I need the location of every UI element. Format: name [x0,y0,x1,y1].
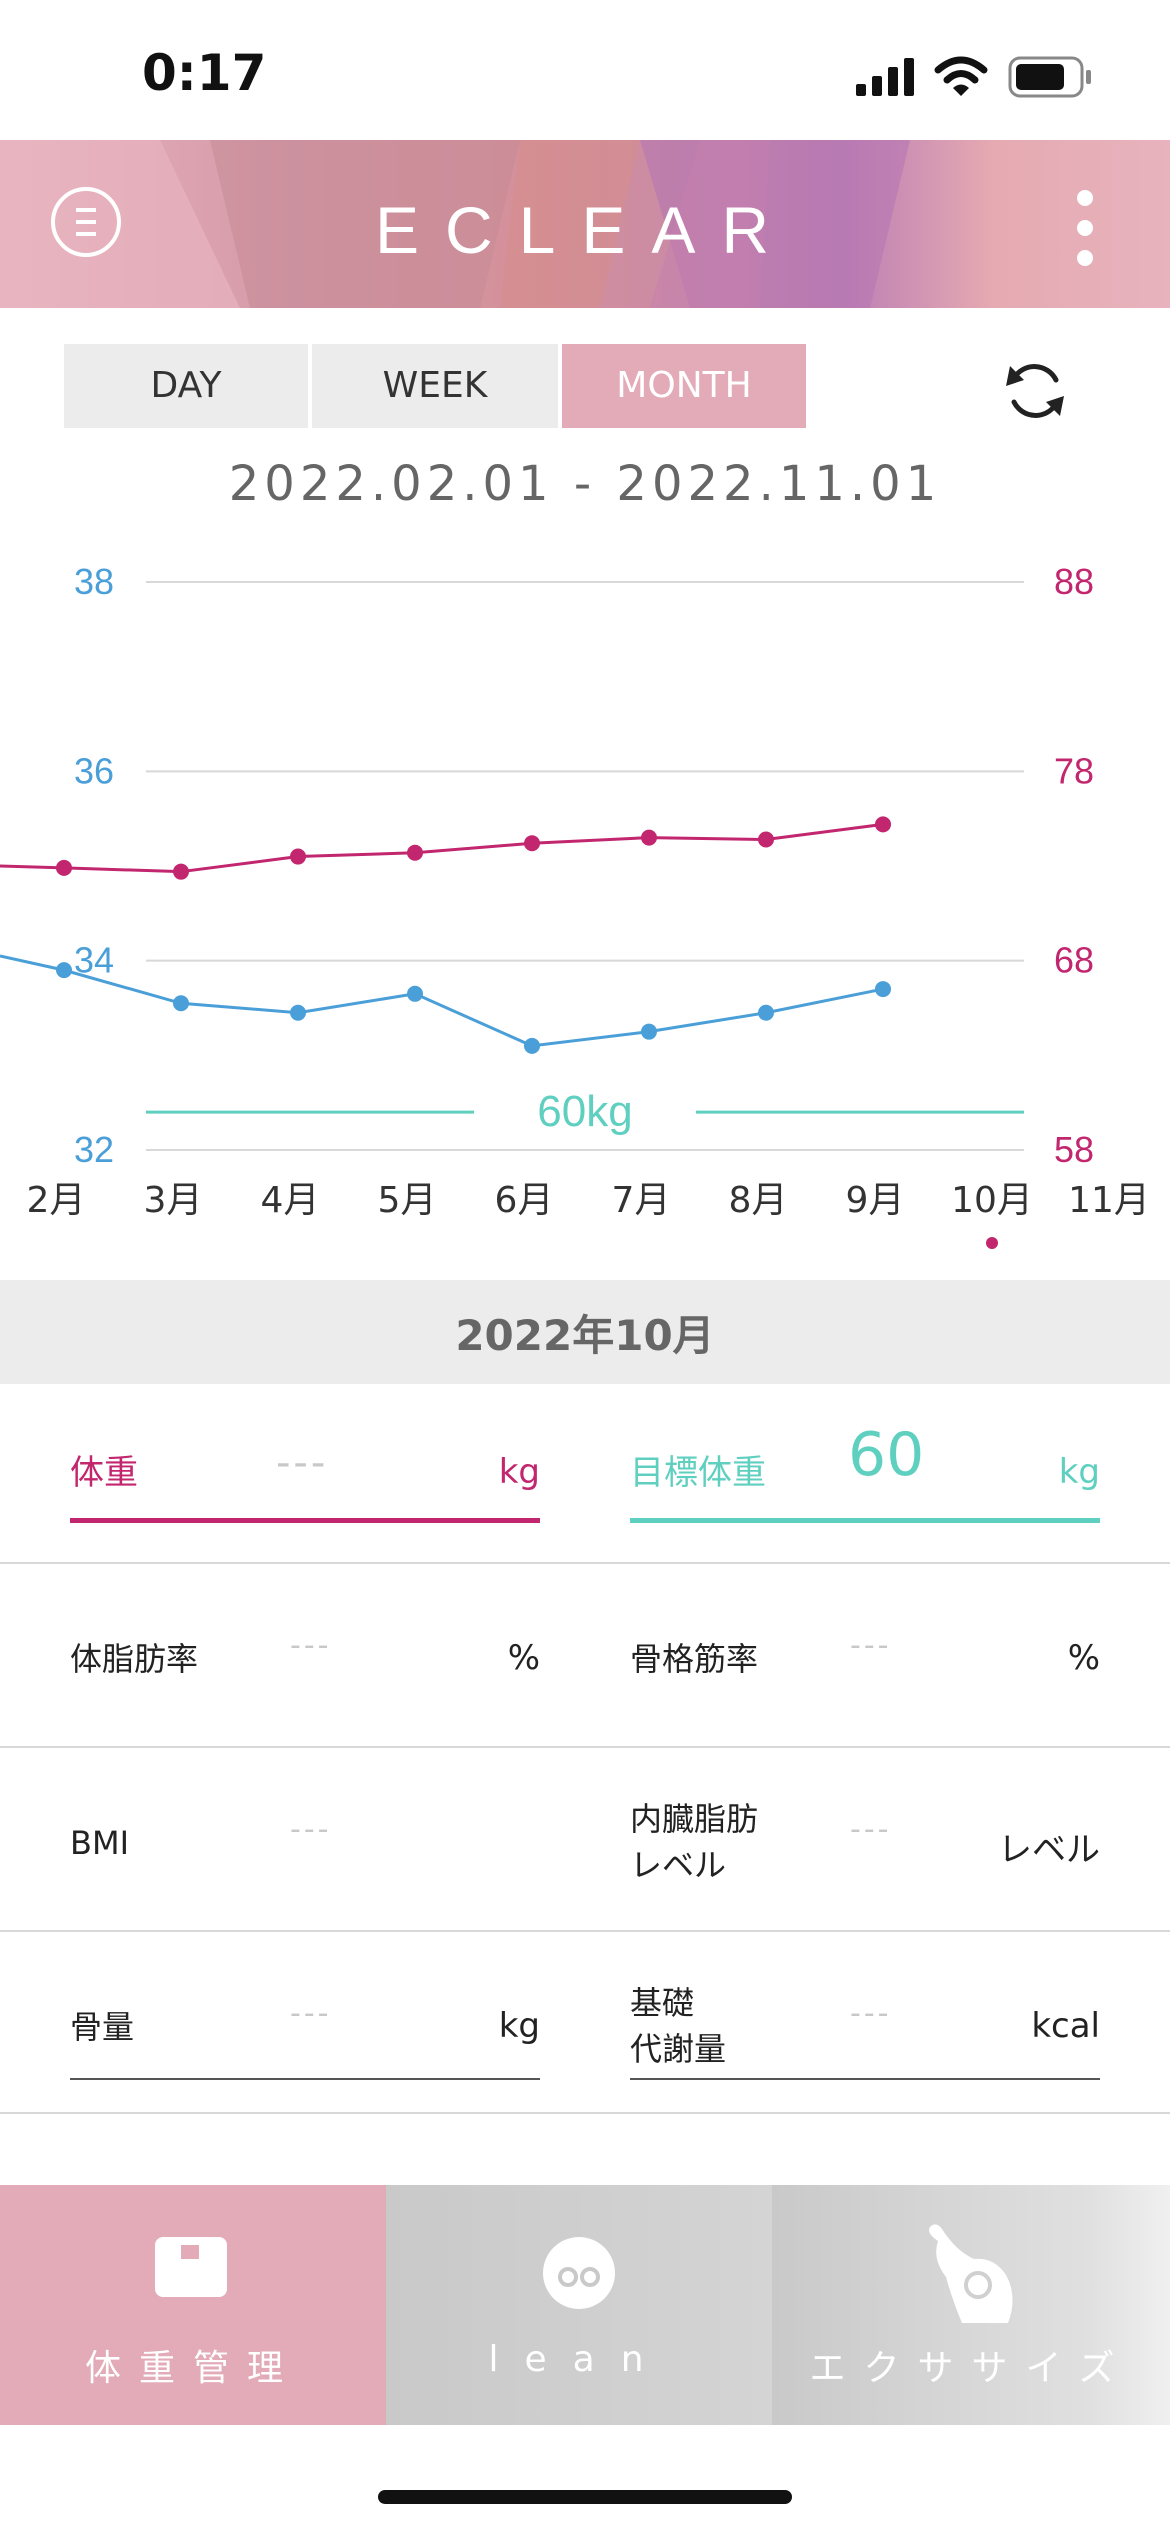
weight-value: --- [276,1440,329,1486]
battery-icon [1008,56,1091,98]
series-point-0 [758,831,774,848]
visceral-fat-unit: レベル [998,1830,1100,1870]
right-axis-tick: 78 [1054,750,1094,791]
visceral-fat-value: --- [850,1812,892,1847]
tab-month[interactable]: MONTH [562,344,806,428]
current-month-marker [986,1237,998,1249]
series-point-0 [290,848,306,865]
left-axis-tick: 36 [74,750,114,791]
tab-week[interactable]: WEEK [312,344,558,428]
bone-mass-value: --- [290,1996,332,2031]
series-point-1 [875,981,891,998]
visceral-fat-label: 内臓脂肪 レベル [630,1800,759,1884]
skeletal-muscle-unit: % [1067,1638,1100,1678]
right-axis-tick: 88 [1054,561,1094,602]
month-label: 2022年10月 [455,1311,715,1360]
series-point-1 [641,1023,657,1040]
body-fat-unit: % [507,1638,540,1678]
x-axis-tick: 7月 [612,1180,671,1221]
nav-exercise-label: エクササイズ [809,2348,1133,2389]
row-divider [0,1746,1170,1748]
nav-lean[interactable]: lean [386,2185,772,2425]
bone-mass-label: 骨量 [70,2008,135,2046]
series-line-0 [0,822,884,874]
series-point-1 [758,1004,774,1021]
x-axis-tick: 2月 [27,1180,86,1221]
row-divider [0,1930,1170,1932]
series-point-0 [641,829,657,846]
bone-mass-unit: kg [498,2006,540,2046]
x-axis-tick: 10月 [951,1180,1033,1221]
series-point-0 [524,835,540,852]
bone-mass-underline [70,2078,540,2080]
left-axis-tick: 32 [74,1129,114,1170]
x-axis-tick: 3月 [144,1180,203,1221]
row-divider [0,1562,1170,1564]
nav-weight-management-label: 体重管理 [84,2348,301,2389]
series-point-1 [56,962,72,979]
series-point-1 [524,1037,540,1054]
basal-metabolism-unit: kcal [1031,2006,1100,2046]
target-weight-label: 目標体重 [630,1453,766,1493]
right-axis-tick: 58 [1054,1129,1094,1170]
bmi-label: BMI [70,1824,129,1862]
header-background [0,140,1170,308]
x-axis-tick: 5月 [378,1180,437,1221]
series-point-0 [875,816,891,833]
menu-icon[interactable] [48,184,124,260]
bmi-value: --- [290,1812,332,1847]
body-fat-value: --- [290,1628,332,1663]
target-weight-value[interactable]: 60 [848,1420,925,1490]
cellular-signal-icon [856,58,914,96]
basal-metabolism-label: 基礎 代謝量 [630,1984,727,2068]
x-axis-tick: 6月 [495,1180,554,1221]
nav-weight-management[interactable]: 体重管理 [0,2185,386,2425]
tab-day[interactable]: DAY [64,344,308,428]
exercise-hand-icon [929,2224,1013,2323]
home-indicator [378,2490,792,2504]
weight-label: 体重 [70,1453,138,1493]
target-weight-underline [630,1518,1100,1523]
app-header: ECLEAR [0,140,1170,308]
series-point-0 [173,863,189,880]
x-axis-tick: 8月 [729,1180,788,1221]
lean-face-icon [543,2237,615,2309]
skeletal-muscle-label: 骨格筋率 [630,1640,759,1678]
weight-underline [70,1518,540,1523]
x-axis-tick: 9月 [846,1180,905,1221]
series-point-1 [407,985,423,1002]
skeletal-muscle-value: --- [850,1628,892,1663]
weight-unit: kg [498,1452,540,1492]
target-weight-unit: kg [1058,1452,1100,1492]
basal-metabolism-underline [630,2078,1100,2080]
series-line-1 [0,954,884,1048]
x-axis-tick: 4月 [261,1180,320,1221]
month-band: 2022年10月 [0,1280,1170,1384]
series-point-1 [173,995,189,1012]
status-time: 0:17 [142,44,267,102]
target-line-label: 60kg [537,1087,632,1136]
body-fat-label: 体脂肪率 [70,1640,199,1678]
right-axis-tick: 68 [1054,940,1094,981]
date-range: 2022.02.01 - 2022.11.01 [228,456,942,512]
wifi-icon [934,56,988,96]
more-options-icon[interactable] [1068,188,1102,268]
x-axis-tick: 11月 [1068,1180,1150,1221]
refresh-icon[interactable] [998,354,1072,428]
series-point-0 [56,859,72,876]
bottom-nav: 体重管理 lean エクササイズ [0,2185,1170,2425]
nav-lean-label: lean [488,2339,670,2380]
left-axis-tick: 38 [74,561,114,602]
scale-icon [155,2237,227,2297]
nav-exercise[interactable]: エクササイズ [772,2185,1170,2425]
app-logo: ECLEAR [374,193,796,267]
series-point-1 [290,1004,306,1021]
basal-metabolism-value: --- [850,1996,892,2031]
row-divider [0,2112,1170,2114]
series-point-0 [407,844,423,861]
